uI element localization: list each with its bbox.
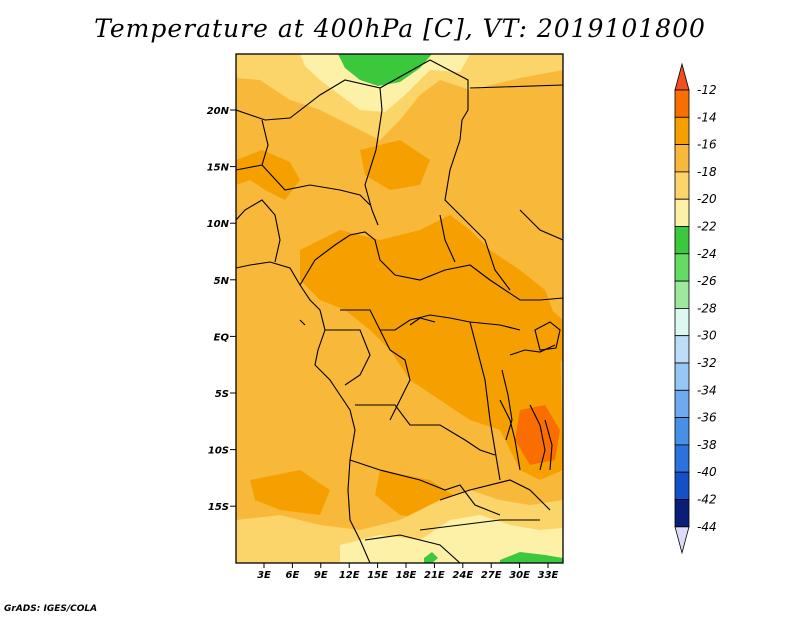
field-east-strong bbox=[515, 405, 560, 465]
field-north-green bbox=[338, 54, 432, 86]
colorbar-label: -22 bbox=[697, 220, 717, 234]
colorbar-label: -18 bbox=[697, 165, 717, 179]
colorbar-segment bbox=[674, 280, 690, 309]
latitude-axis: 20N 15N 10N 5N EQ 5S 10S 15S bbox=[207, 106, 236, 513]
colorbar-label: -30 bbox=[697, 329, 717, 343]
colorbar-segment bbox=[674, 499, 690, 528]
colorbar-segment bbox=[674, 444, 690, 473]
colorbar-label: -28 bbox=[697, 301, 717, 315]
lon-tick-label: 18E bbox=[396, 570, 417, 581]
footer-credit: GrADS: IGES/COLA bbox=[4, 604, 98, 614]
lon-tick-label: 3E bbox=[257, 570, 271, 581]
colorbar-segment bbox=[674, 417, 690, 446]
field-south-orange bbox=[250, 470, 330, 515]
lon-tick-label: 9E bbox=[314, 570, 328, 581]
lon-tick-label: 27E bbox=[481, 570, 502, 581]
colorbar-segment bbox=[674, 144, 690, 173]
map-frame bbox=[235, 53, 564, 564]
colorbar-label: -38 bbox=[697, 438, 717, 452]
field-mid-orange bbox=[360, 140, 430, 190]
colorbar-segment bbox=[674, 116, 690, 146]
lat-tick-label: 5S bbox=[215, 389, 229, 400]
chart-title: Temperature at 400hPa [C], VT: 201910180… bbox=[94, 14, 706, 43]
colorbar-label: -42 bbox=[697, 493, 717, 507]
colorbar-segment bbox=[674, 362, 690, 391]
lon-tick-label: 33E bbox=[538, 570, 559, 581]
colorbar-label: -16 bbox=[697, 138, 717, 152]
colorbar-segment bbox=[674, 171, 690, 200]
lon-tick-label: 24E bbox=[452, 570, 473, 581]
colorbar-segment bbox=[674, 307, 690, 337]
colorbar-segment bbox=[674, 253, 690, 282]
colorbar-label: -26 bbox=[697, 274, 717, 288]
lon-tick-label: 21E bbox=[424, 570, 445, 581]
colorbar-segment bbox=[674, 226, 690, 255]
colorbar-segment bbox=[674, 471, 690, 500]
field-east-orange bbox=[500, 300, 563, 370]
colorbar-segment bbox=[674, 198, 690, 227]
colorbar-label: -12 bbox=[697, 83, 717, 97]
lat-tick-label: 10S bbox=[208, 446, 229, 457]
field-south-pale bbox=[340, 515, 563, 563]
colorbar-label: -44 bbox=[697, 520, 717, 534]
colorbar-segment bbox=[674, 89, 690, 118]
lat-tick-label: 15S bbox=[208, 502, 229, 513]
longitude-axis: 3E 6E 9E 12E 15E 18E 21E 24E 27E 30E 33E bbox=[257, 563, 559, 581]
field-west-orange bbox=[236, 150, 300, 200]
colorbar-label: -34 bbox=[697, 383, 717, 397]
colorbar-label: -20 bbox=[697, 192, 717, 206]
colorbar-label: -32 bbox=[697, 356, 717, 370]
lat-tick-label: 5N bbox=[214, 276, 230, 287]
lat-tick-label: 15N bbox=[207, 163, 230, 174]
colorbar-label: -40 bbox=[697, 465, 717, 479]
lon-tick-label: 12E bbox=[339, 570, 360, 581]
lat-tick-label: EQ bbox=[214, 332, 230, 343]
field-central-orange bbox=[300, 215, 563, 480]
country-borders bbox=[236, 59, 563, 563]
colorbar-label: -36 bbox=[697, 411, 717, 425]
lon-tick-label: 6E bbox=[286, 570, 300, 581]
field-south-green2 bbox=[424, 552, 438, 563]
lat-tick-label: 20N bbox=[207, 106, 230, 117]
field-south-green bbox=[500, 552, 563, 563]
colorbar-segment bbox=[674, 335, 690, 364]
lon-tick-label: 15E bbox=[367, 570, 388, 581]
colorbar-label: -14 bbox=[697, 110, 717, 124]
colorbar-bottom-arrow bbox=[674, 526, 690, 555]
lat-tick-label: 10N bbox=[207, 219, 230, 230]
colorbar-segment bbox=[674, 389, 690, 418]
colorbar-label: -24 bbox=[697, 247, 717, 261]
lon-tick-label: 30E bbox=[509, 570, 530, 581]
temperature-field bbox=[236, 54, 563, 563]
colorbar-top-arrow bbox=[674, 62, 690, 91]
colorbar: -12 -14 -16 -18 -20 -22 -24 -26 -28 -30 -32 -34 -36 -… bbox=[674, 62, 717, 555]
